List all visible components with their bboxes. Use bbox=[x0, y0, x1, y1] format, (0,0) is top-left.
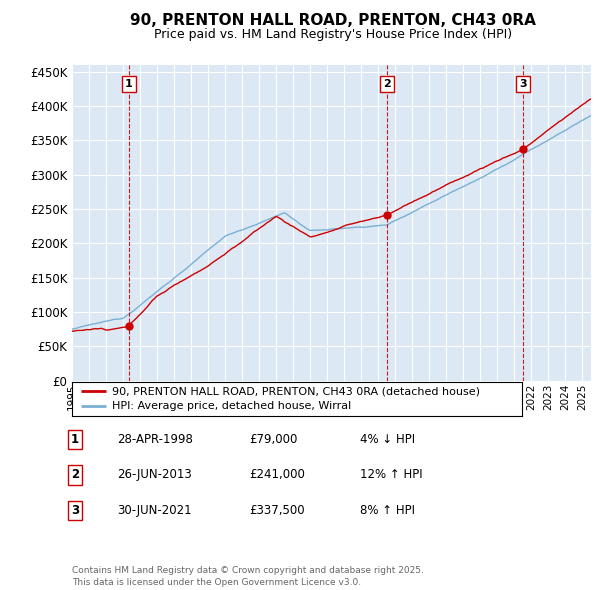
Text: HPI: Average price, detached house, Wirral: HPI: Average price, detached house, Wirr… bbox=[113, 401, 352, 411]
Text: 2: 2 bbox=[383, 79, 391, 89]
Text: 8% ↑ HPI: 8% ↑ HPI bbox=[360, 504, 415, 517]
Text: Contains HM Land Registry data © Crown copyright and database right 2025.
This d: Contains HM Land Registry data © Crown c… bbox=[72, 566, 424, 587]
Text: 2: 2 bbox=[71, 468, 79, 481]
Text: 30-JUN-2021: 30-JUN-2021 bbox=[117, 504, 191, 517]
Text: 28-APR-1998: 28-APR-1998 bbox=[117, 433, 193, 446]
Text: 3: 3 bbox=[519, 79, 527, 89]
Text: 4% ↓ HPI: 4% ↓ HPI bbox=[360, 433, 415, 446]
Text: £337,500: £337,500 bbox=[249, 504, 305, 517]
Text: £241,000: £241,000 bbox=[249, 468, 305, 481]
Text: 3: 3 bbox=[71, 504, 79, 517]
Text: £79,000: £79,000 bbox=[249, 433, 298, 446]
Text: 1: 1 bbox=[71, 433, 79, 446]
Text: 12% ↑ HPI: 12% ↑ HPI bbox=[360, 468, 422, 481]
Text: 1: 1 bbox=[125, 79, 133, 89]
Text: Price paid vs. HM Land Registry's House Price Index (HPI): Price paid vs. HM Land Registry's House … bbox=[154, 28, 512, 41]
Text: 26-JUN-2013: 26-JUN-2013 bbox=[117, 468, 192, 481]
Text: 90, PRENTON HALL ROAD, PRENTON, CH43 0RA: 90, PRENTON HALL ROAD, PRENTON, CH43 0RA bbox=[130, 13, 536, 28]
Text: 90, PRENTON HALL ROAD, PRENTON, CH43 0RA (detached house): 90, PRENTON HALL ROAD, PRENTON, CH43 0RA… bbox=[113, 386, 481, 396]
